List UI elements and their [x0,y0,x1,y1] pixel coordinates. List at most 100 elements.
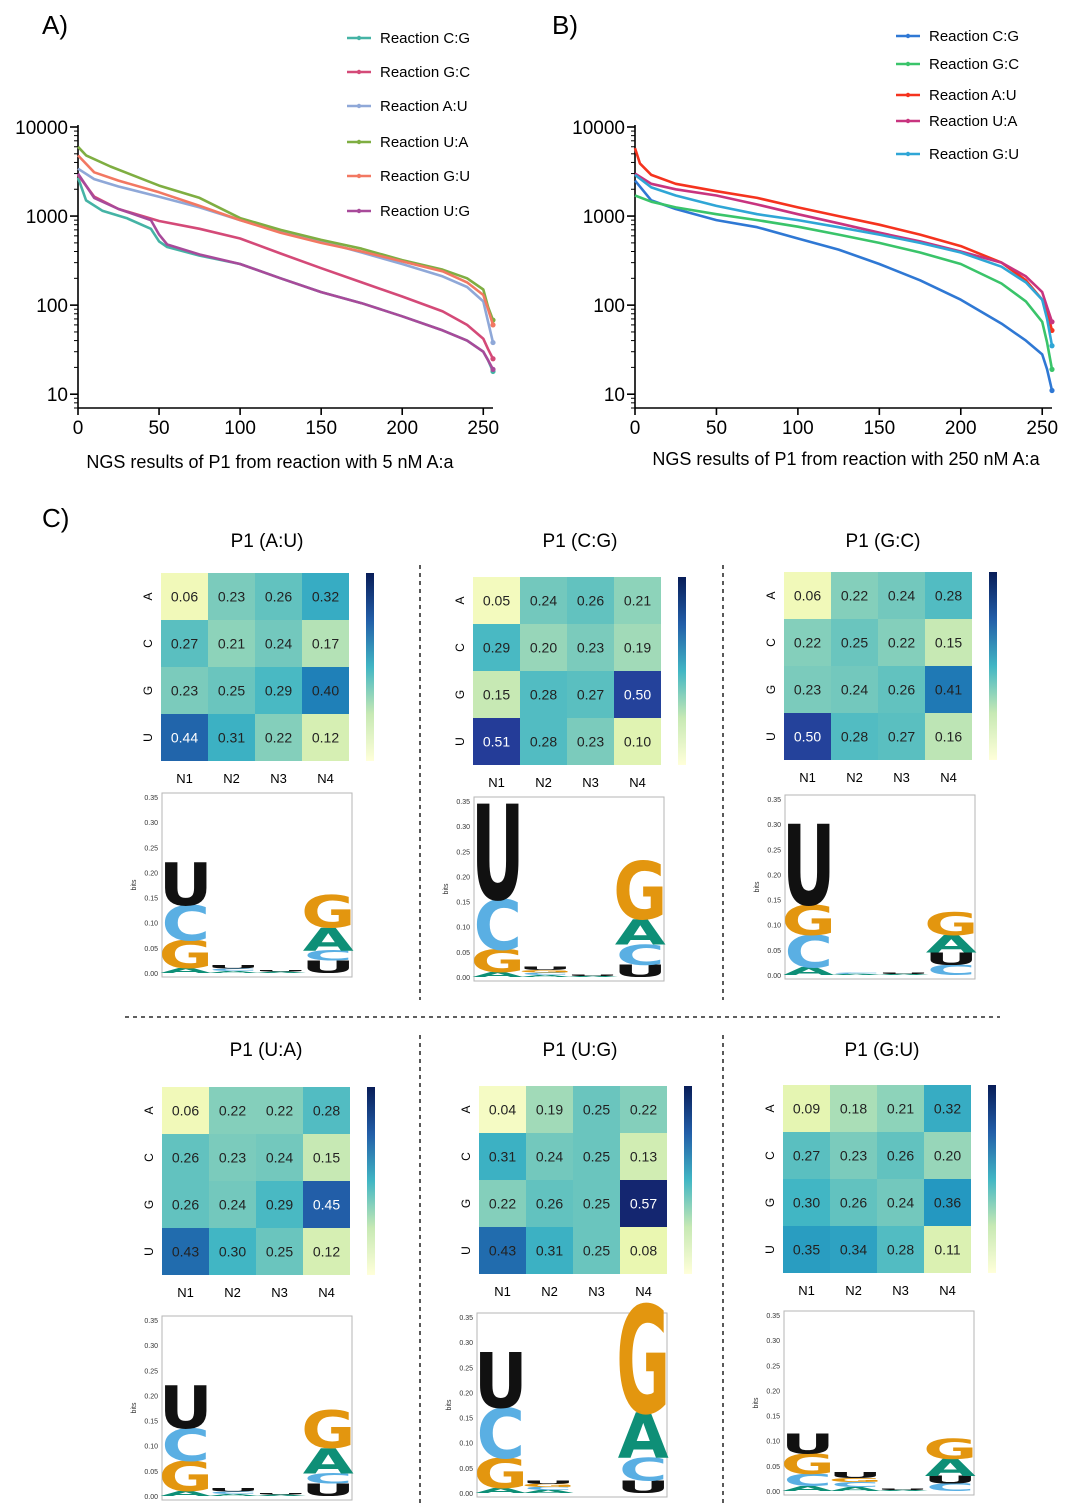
heatmap-value: 0.28 [935,588,962,604]
heatmap-cell [526,1180,573,1227]
logo-letter-g: G [159,1453,213,1501]
heatmap-value: 0.23 [794,682,821,698]
legend-marker [356,139,362,145]
logo-y-tick: 0.35 [459,1315,473,1322]
series-line-3 [634,172,1054,323]
logo-letter-c: C [521,972,569,976]
logo-y-tick: 0.20 [767,872,781,879]
heatmap-value: 0.06 [171,589,198,605]
row-label: A [453,596,467,604]
series-line-2 [633,147,1054,331]
logo-letter-a: A [303,1442,354,1482]
logo-y-tick: 0.00 [144,1494,158,1501]
heatmap-value: 0.28 [887,1242,914,1258]
logo-letter-g: G [613,846,667,938]
row-label: U [453,737,467,746]
series-line-2 [77,167,495,343]
logo-letter-g: G [521,1483,575,1488]
logo-y-tick: 0.15 [144,1419,158,1426]
heatmap-value: 0.23 [219,1150,246,1166]
heatmap-cell [526,1086,573,1133]
heatmap-value: 0.29 [483,640,510,656]
column-label: N3 [582,775,599,790]
heatmap-value: 0.11 [934,1242,960,1258]
logo-frame [784,794,976,980]
heatmap-cell [473,718,520,765]
logo-letter-a: A [475,1487,527,1495]
heatmap-value: 0.06 [172,1103,199,1119]
heatmap-value: 0.21 [624,593,651,609]
logo-letter-a: A [615,913,666,953]
heatmap-cell [526,1227,573,1274]
logo-y-tick: 0.25 [456,849,470,856]
colorbar [684,1086,692,1274]
row-label: G [764,685,778,694]
logo-letter-u: U [159,851,213,920]
panel-label-a: A) [42,10,68,40]
column-label: N1 [177,1285,194,1300]
series-end-point [1049,319,1055,325]
logo-letter-u: U [828,1470,882,1480]
heatmap-cell [877,1179,924,1226]
logo-letter-u: U [254,1493,308,1495]
heatmap-value: 0.22 [630,1102,657,1118]
heatmap-value: 0.24 [536,1149,563,1165]
heatmap-cell [303,1181,350,1228]
heatmap-value: 0.32 [934,1101,961,1117]
sequence-logo: 0.000.050.100.150.200.250.300.35bitsAGCU… [446,1277,670,1498]
heatmap-value: 0.26 [888,682,915,698]
logo-y-tick: 0.30 [767,822,781,829]
logo-y-tick: 0.15 [766,1414,780,1421]
heatmap-cell [255,714,302,761]
logo-letter-a: A [783,966,835,978]
series-end-point [1049,366,1055,372]
logo-letter-c: C [785,927,833,979]
logo-y-tick: 0.00 [766,1489,780,1496]
colorbar [989,572,997,760]
heatmap-cell [520,718,567,765]
heatmap-value: 0.36 [934,1195,961,1211]
heatmap-cell [161,620,208,667]
legend-marker [356,103,362,109]
heatmap-cell [830,1226,877,1273]
heatmap-cell [924,1226,971,1273]
heatmap-cell [473,577,520,624]
heatmap-cell [877,1226,924,1273]
logo-y-tick: 0.30 [144,820,158,827]
logo-y-tick: 0.20 [144,870,158,877]
heatmap-cell [614,671,661,718]
heatmap-cell [924,1132,971,1179]
heatmap-value: 0.23 [171,683,198,699]
logo-letter-g: G [471,944,525,980]
logo-letter-c: C [162,895,210,952]
heatmap-value: 0.17 [312,636,339,652]
series-end-point [490,322,496,328]
row-label: U [763,1245,777,1254]
logo-letter-u: U [254,970,308,972]
heatmap-value: 0.28 [530,687,557,703]
x-tick-label: 100 [224,418,256,439]
logo-y-tick: 0.15 [459,1416,473,1423]
x-tick-label: 50 [148,418,169,439]
heatmap-cell [208,667,255,714]
logo-letter-c: C [926,1482,974,1494]
series-line-1 [634,194,1054,370]
heatmap-value: 0.26 [840,1195,867,1211]
panel-label-c: C) [42,503,69,533]
heatmap-cell [784,713,831,760]
logo-y-tick: 0.10 [144,1444,158,1451]
heatmap-cell [567,671,614,718]
heatmap-cell [878,619,925,666]
heatmap-cell [162,1134,209,1181]
heatmap-value: 0.22 [489,1196,516,1212]
heatmap-value: 0.06 [794,588,821,604]
logo-y-tick: 0.10 [459,1441,473,1448]
heatmap-value: 0.43 [489,1243,516,1259]
column-label: N2 [535,775,552,790]
x-tick-label: 0 [73,418,84,439]
logo-y-tick: 0.15 [767,898,781,905]
heatmap-value: 0.24 [266,1150,293,1166]
logo-frame [783,1310,975,1496]
logo-letter-g: G [159,933,213,977]
logo-y-tick: 0.30 [459,1340,473,1347]
